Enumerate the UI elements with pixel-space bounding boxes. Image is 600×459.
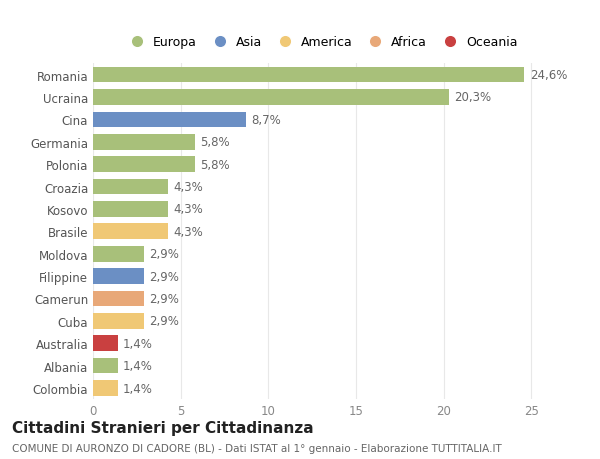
- Bar: [93, 224, 169, 240]
- Text: 1,4%: 1,4%: [123, 382, 152, 395]
- Bar: [93, 291, 144, 307]
- Text: 2,9%: 2,9%: [149, 315, 179, 328]
- Text: 2,9%: 2,9%: [149, 248, 179, 261]
- Text: 20,3%: 20,3%: [454, 91, 491, 104]
- Text: 4,3%: 4,3%: [173, 203, 203, 216]
- Bar: [93, 134, 195, 150]
- Text: 4,3%: 4,3%: [173, 225, 203, 238]
- Bar: [93, 246, 144, 262]
- Text: COMUNE DI AURONZO DI CADORE (BL) - Dati ISTAT al 1° gennaio - Elaborazione TUTTI: COMUNE DI AURONZO DI CADORE (BL) - Dati …: [12, 443, 502, 453]
- Bar: [93, 202, 169, 217]
- Text: 4,3%: 4,3%: [173, 181, 203, 194]
- Bar: [93, 358, 118, 374]
- Bar: [93, 67, 524, 83]
- Text: 1,4%: 1,4%: [123, 337, 152, 350]
- Text: 2,9%: 2,9%: [149, 270, 179, 283]
- Bar: [93, 269, 144, 284]
- Legend: Europa, Asia, America, Africa, Oceania: Europa, Asia, America, Africa, Oceania: [122, 34, 520, 51]
- Text: 5,8%: 5,8%: [200, 136, 230, 149]
- Text: 8,7%: 8,7%: [251, 114, 281, 127]
- Text: 1,4%: 1,4%: [123, 359, 152, 372]
- Text: Cittadini Stranieri per Cittadinanza: Cittadini Stranieri per Cittadinanza: [12, 420, 314, 435]
- Text: 2,9%: 2,9%: [149, 292, 179, 305]
- Bar: [93, 157, 195, 173]
- Bar: [93, 313, 144, 329]
- Text: 24,6%: 24,6%: [530, 69, 567, 82]
- Text: 5,8%: 5,8%: [200, 158, 230, 171]
- Bar: [93, 381, 118, 396]
- Bar: [93, 336, 118, 351]
- Bar: [93, 179, 169, 195]
- Bar: [93, 112, 245, 128]
- Bar: [93, 90, 449, 106]
